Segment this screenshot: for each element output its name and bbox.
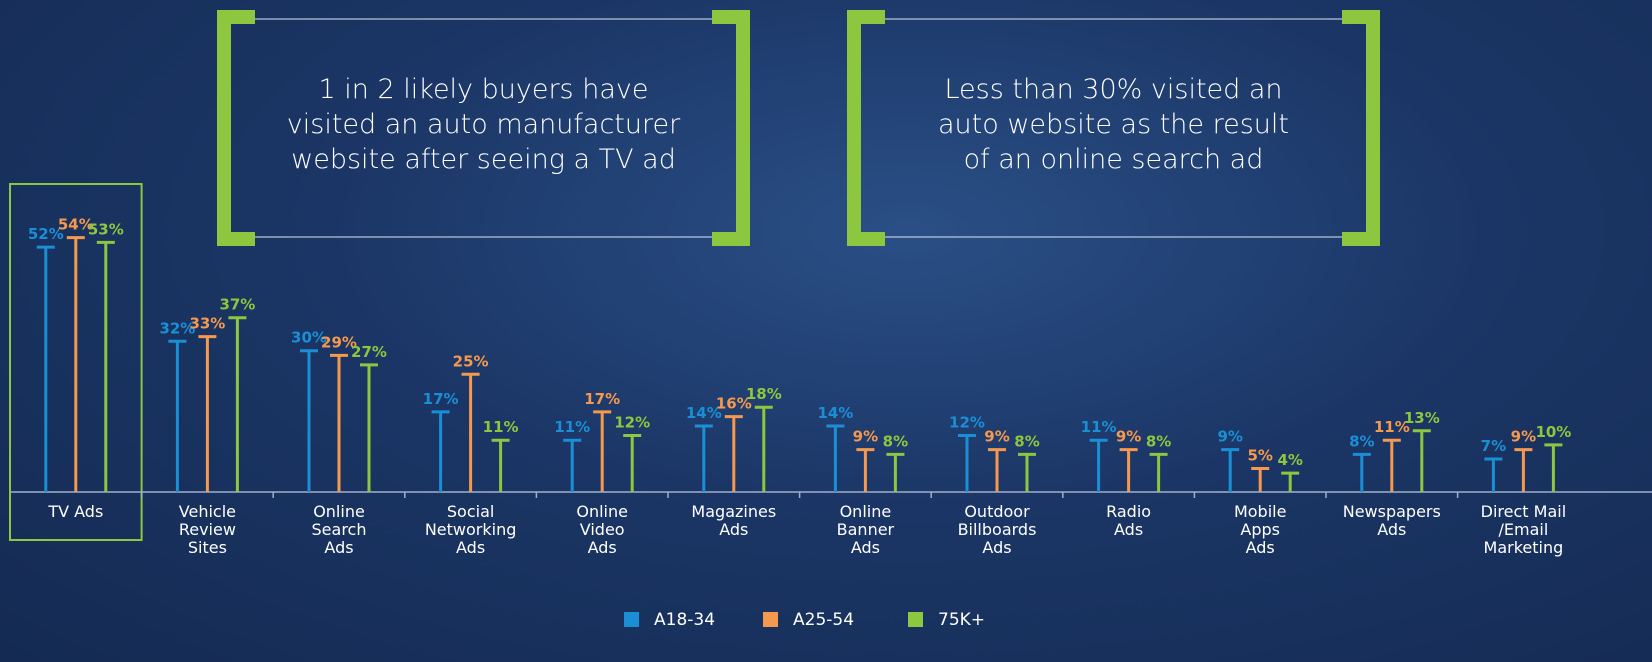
bar xyxy=(1251,468,1269,492)
bar xyxy=(432,412,450,492)
value-label: 9% xyxy=(1116,428,1141,446)
value-label: 9% xyxy=(1217,428,1242,446)
x-tick-label: Direct Mail /Email Marketing xyxy=(1458,503,1588,557)
x-tick-label: Online Banner Ads xyxy=(800,503,930,557)
bar xyxy=(67,238,85,492)
bar xyxy=(492,440,510,492)
bar xyxy=(1544,445,1562,492)
value-label: 8% xyxy=(1014,432,1039,450)
value-label: 11% xyxy=(483,418,519,436)
x-tick-label: Magazines Ads xyxy=(669,503,799,539)
infographic: 52%54%53%32%33%37%30%29%27%17%25%11%11%1… xyxy=(0,0,1652,662)
bar xyxy=(695,426,713,492)
legend-label: A25-54 xyxy=(793,610,854,630)
bar xyxy=(988,450,1006,492)
legend-swatch xyxy=(763,612,778,627)
bar xyxy=(1150,454,1168,492)
callout-text: Less than 30% visited an auto website as… xyxy=(854,72,1374,177)
bar xyxy=(563,440,581,492)
bar xyxy=(360,365,378,492)
x-tick-label: Newspapers Ads xyxy=(1327,503,1457,539)
value-label: 14% xyxy=(817,404,853,422)
value-label: 33% xyxy=(189,315,225,333)
value-label: 18% xyxy=(746,385,782,403)
bar xyxy=(1514,450,1532,492)
x-tick-label: Outdoor Billboards Ads xyxy=(932,503,1062,557)
bar xyxy=(1353,454,1371,492)
value-label: 8% xyxy=(1349,432,1374,450)
value-label: 7% xyxy=(1481,437,1506,455)
x-tick-label: Online Search Ads xyxy=(274,503,404,557)
x-tick-label: TV Ads xyxy=(11,503,141,521)
bar xyxy=(623,435,641,492)
bar xyxy=(1484,459,1502,492)
x-tick-label: Vehicle Review Sites xyxy=(142,503,272,557)
value-label: 11% xyxy=(554,418,590,436)
x-tick-label: Mobile Apps Ads xyxy=(1195,503,1325,557)
legend-label: 75K+ xyxy=(938,610,985,630)
x-tick-label: Social Networking Ads xyxy=(406,503,536,557)
bar xyxy=(300,351,318,492)
bar xyxy=(856,450,874,492)
value-label: 9% xyxy=(984,428,1009,446)
bar xyxy=(826,426,844,492)
bar xyxy=(1281,473,1299,492)
bar xyxy=(168,341,186,492)
bar xyxy=(755,407,773,492)
value-label: 13% xyxy=(1404,409,1440,427)
value-label: 17% xyxy=(423,390,459,408)
callout-text: 1 in 2 likely buyers have visited an aut… xyxy=(224,72,744,177)
value-label: 27% xyxy=(351,343,387,361)
value-label: 8% xyxy=(883,432,908,450)
value-label: 5% xyxy=(1247,446,1272,464)
value-label: 25% xyxy=(453,352,489,370)
value-label: 10% xyxy=(1535,423,1571,441)
value-label: 37% xyxy=(219,296,255,314)
bar xyxy=(725,417,743,492)
bar xyxy=(97,242,115,492)
bar xyxy=(1383,440,1401,492)
bar xyxy=(330,355,348,492)
legend-label: A18-34 xyxy=(654,610,715,630)
value-label: 53% xyxy=(88,220,124,238)
bar xyxy=(1018,454,1036,492)
value-label: 8% xyxy=(1146,432,1171,450)
x-tick-label: Radio Ads xyxy=(1064,503,1194,539)
bar xyxy=(198,337,216,492)
value-label: 9% xyxy=(853,428,878,446)
value-label: 12% xyxy=(949,413,985,431)
value-label: 11% xyxy=(1081,418,1117,436)
bar xyxy=(958,435,976,492)
value-label: 17% xyxy=(584,390,620,408)
value-label: 12% xyxy=(614,413,650,431)
value-label: 9% xyxy=(1511,428,1536,446)
legend-swatch xyxy=(908,612,923,627)
bar xyxy=(886,454,904,492)
bar xyxy=(593,412,611,492)
value-label: 4% xyxy=(1277,451,1302,469)
bar xyxy=(37,247,55,492)
bar xyxy=(462,374,480,492)
bar xyxy=(1413,431,1431,492)
bar xyxy=(1221,450,1239,492)
bar xyxy=(228,318,246,492)
x-tick-label: Online Video Ads xyxy=(537,503,667,557)
bar xyxy=(1090,440,1108,492)
legend-swatch xyxy=(624,612,639,627)
bar xyxy=(1120,450,1138,492)
